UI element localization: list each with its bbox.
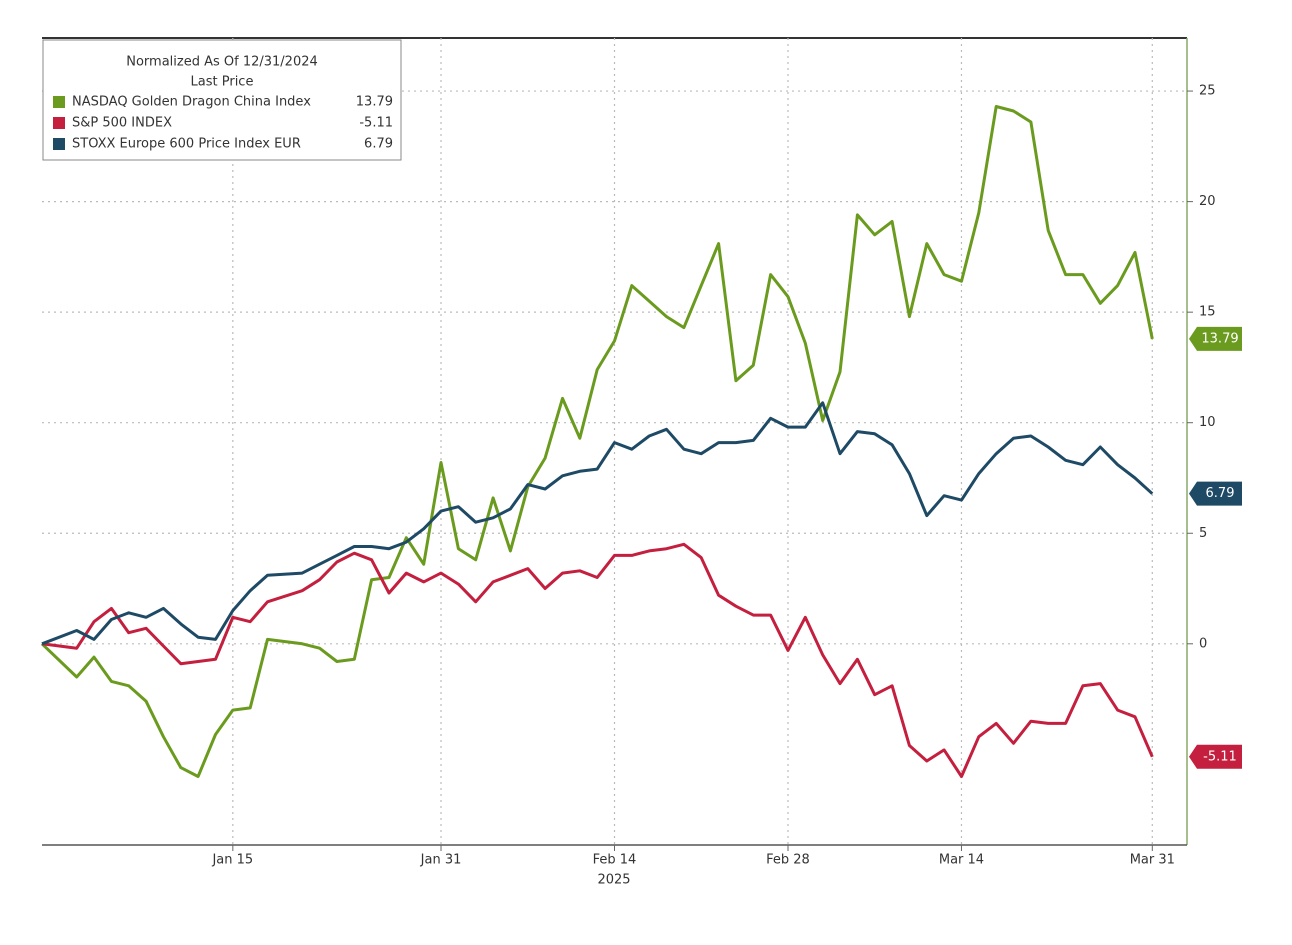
x-tick-label: Feb 28: [766, 853, 810, 868]
y-tick-label: 5: [1199, 526, 1207, 541]
legend-box: [42, 39, 402, 161]
series-line: [41, 401, 1154, 646]
legend-label: STOXX Europe 600 Price Index EUR: [72, 137, 301, 152]
y-tick-label: 20: [1199, 194, 1216, 209]
series-line: [41, 542, 1154, 778]
legend-swatch: [53, 117, 65, 129]
legend-swatch: [53, 138, 65, 150]
legend-label: S&P 500 INDEX: [72, 116, 172, 131]
legend-value: 13.79: [356, 95, 393, 110]
lines: [40, 105, 1154, 778]
last-value-label: 13.79: [1201, 331, 1238, 346]
x-axis-label: 2025: [597, 873, 630, 888]
legend-swatch: [53, 96, 65, 108]
legend: Normalized As Of 12/31/2024 Last Price N…: [42, 39, 402, 161]
x-tick-label: Jan 15: [211, 853, 253, 868]
last-value-label: -5.11: [1203, 749, 1237, 764]
legend-subtitle: Last Price: [191, 75, 254, 90]
legend-value: -5.11: [359, 116, 393, 131]
y-tick-label: 10: [1199, 415, 1216, 430]
last-value-tag: [1189, 744, 1242, 769]
legend-label: NASDAQ Golden Dragon China Index: [72, 95, 311, 110]
x-tick-label: Mar 14: [939, 853, 984, 868]
last-value-tag: [1189, 326, 1242, 351]
x-tick-label: Feb 14: [593, 853, 637, 868]
y-tick-label: 0: [1199, 636, 1207, 651]
x-tick-label: Jan 31: [420, 853, 462, 868]
legend-title: Normalized As Of 12/31/2024: [126, 55, 318, 70]
y-tick-label: 15: [1199, 305, 1216, 320]
y-tick-label: 25: [1199, 84, 1216, 99]
legend-value: 6.79: [364, 137, 393, 152]
x-tick-label: Mar 31: [1130, 853, 1175, 868]
series-line: [40, 105, 1154, 778]
last-value-tag: [1189, 481, 1242, 506]
last-value-label: 6.79: [1206, 486, 1235, 501]
